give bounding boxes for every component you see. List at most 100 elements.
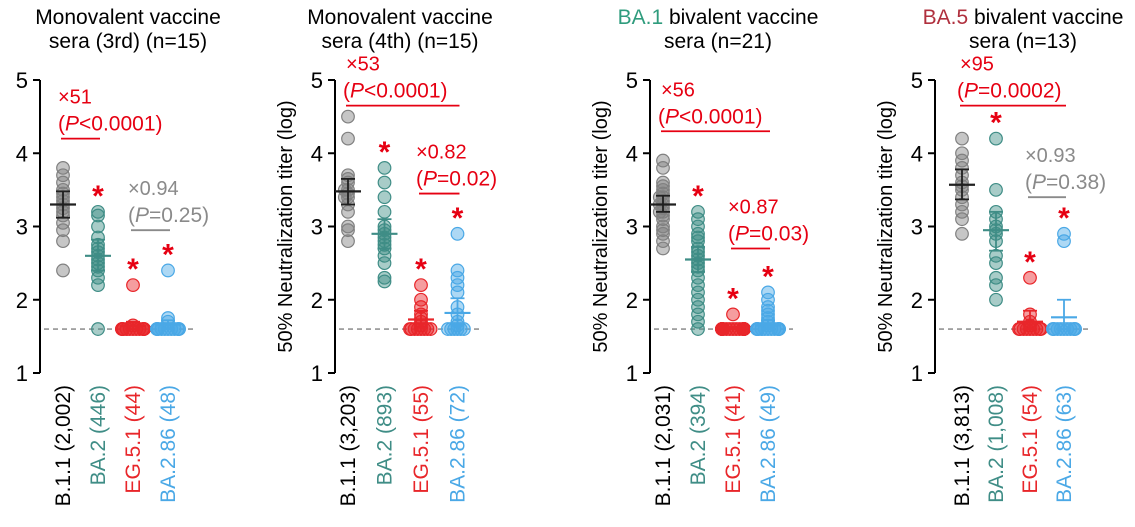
data-point <box>377 270 392 285</box>
chart-title-line: sera (n=13) <box>969 30 1077 53</box>
data-point <box>761 292 775 307</box>
data-point <box>56 175 70 190</box>
data-point <box>989 256 1003 271</box>
data-point <box>91 204 105 219</box>
y-tick-label: 2 <box>16 288 28 313</box>
data-point <box>656 179 670 194</box>
x-category-label: EG.5.1 (44) <box>122 385 145 494</box>
significance-star: * <box>379 136 391 169</box>
data-point <box>341 219 355 234</box>
y-tick-label: 3 <box>626 215 638 240</box>
data-point <box>989 131 1003 146</box>
data-point <box>450 278 465 293</box>
y-axis-label: 50% Neutralization titer (log) <box>590 100 612 352</box>
y-tick-label: 2 <box>911 288 923 313</box>
data-point <box>56 234 70 249</box>
p-open: ( <box>416 168 423 191</box>
data-point <box>91 208 105 223</box>
data-point <box>377 256 392 271</box>
series-BA.2 <box>85 204 111 336</box>
x-category-label: BA.2.86 (48) <box>157 385 180 503</box>
x-category-label: EG.5.1 (41) <box>722 385 745 494</box>
y-tick-label: 1 <box>626 361 638 386</box>
series-BA.2.86 <box>441 226 471 336</box>
significance-star: * <box>162 238 174 271</box>
y-tick-label: 5 <box>16 68 28 93</box>
data-point <box>341 109 355 124</box>
fold-change-label: ×95 <box>960 54 994 76</box>
data-point <box>761 285 775 300</box>
data-point <box>341 234 355 249</box>
y-tick-label: 2 <box>311 288 323 313</box>
significance-star: * <box>692 180 704 213</box>
data-point <box>955 204 969 219</box>
data-point <box>450 226 465 241</box>
p-symbol: P <box>1032 171 1046 194</box>
data-point <box>691 307 705 322</box>
data-point <box>656 226 670 241</box>
p-open: ( <box>58 113 65 136</box>
title-rest: bivalent vaccine <box>663 6 818 29</box>
p-value: <0.0001) <box>679 105 763 128</box>
y-tick-label: 5 <box>911 68 923 93</box>
y-tick-label: 3 <box>911 215 923 240</box>
data-point <box>1057 234 1071 249</box>
p-value-label: (P=0.03) <box>728 222 809 245</box>
y-tick-label: 5 <box>311 68 323 93</box>
data-point <box>726 307 740 322</box>
y-tick-label: 4 <box>911 141 923 166</box>
p-symbol: P <box>665 105 679 128</box>
data-point <box>989 278 1003 293</box>
significance-star: * <box>92 180 104 213</box>
data-point <box>955 212 969 227</box>
p-open: ( <box>128 204 135 227</box>
y-axis-label: 50% Neutralization titer (log) <box>875 100 897 352</box>
data-point <box>691 212 705 227</box>
data-point <box>91 278 105 293</box>
data-point <box>691 322 705 336</box>
fold-change-label: ×0.94 <box>128 178 179 200</box>
comparison-2: ×0.93 (P=0.38) <box>1025 145 1106 199</box>
data-point <box>656 219 670 234</box>
data-point <box>691 278 705 293</box>
data-point <box>450 263 465 278</box>
p-symbol: P <box>735 222 749 245</box>
data-point <box>656 223 670 238</box>
chart-title-line: BA.5 bivalent vaccine <box>923 6 1124 29</box>
data-point <box>414 278 428 293</box>
x-category-label: EG.5.1 (54) <box>1019 385 1042 494</box>
data-point <box>955 131 969 146</box>
data-point <box>403 322 417 336</box>
title-rest: bivalent vaccine <box>968 6 1123 29</box>
x-category-label: B.1.1 (3,813) <box>951 385 974 506</box>
data-point <box>989 292 1003 307</box>
x-category-label: BA.2 (1,008) <box>985 385 1008 503</box>
data-point <box>1023 270 1037 285</box>
p-value-label: (P=0.38) <box>1025 171 1106 194</box>
data-point <box>691 300 705 314</box>
data-point <box>56 223 70 238</box>
x-category-label: BA.2.86 (72) <box>447 385 470 503</box>
significance-star: * <box>1024 246 1036 279</box>
data-point <box>161 263 175 278</box>
y-tick-label: 4 <box>16 141 28 166</box>
series-EG.5.1 <box>403 278 438 336</box>
chart-title-line: BA.1 bivalent vaccine <box>618 6 819 29</box>
fold-change-label: ×53 <box>346 54 380 76</box>
chart-title-line: sera (n=21) <box>664 30 772 53</box>
data-point <box>691 285 705 300</box>
series-B.1.1 <box>50 160 76 278</box>
data-point <box>656 175 670 190</box>
x-category-label: BA.2 (446) <box>87 385 110 485</box>
data-point <box>656 153 670 168</box>
data-point <box>989 182 1003 197</box>
data-point <box>1057 226 1071 241</box>
chart-title-line: Monovalent vaccine <box>307 6 493 29</box>
data-point <box>377 248 392 263</box>
series-EG.5.1 <box>715 307 751 336</box>
data-point <box>341 131 355 146</box>
p-symbol: P <box>423 168 437 191</box>
p-value-label: (P=0.0002) <box>957 80 1062 103</box>
data-point <box>377 204 392 219</box>
x-category-label: B.1.1 (2,031) <box>652 385 675 506</box>
